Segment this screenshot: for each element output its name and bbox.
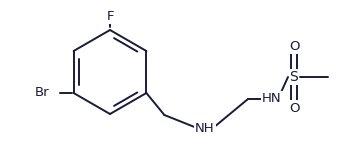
Text: NH: NH <box>195 122 215 134</box>
Text: Br: Br <box>35 87 50 99</box>
Text: HN: HN <box>262 93 282 105</box>
Text: O: O <box>289 39 299 53</box>
Text: S: S <box>290 70 298 84</box>
Text: O: O <box>289 101 299 115</box>
Text: F: F <box>106 10 114 22</box>
